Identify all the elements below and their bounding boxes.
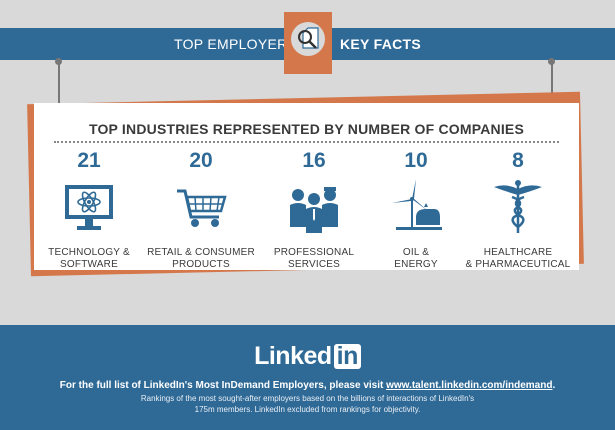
industry-healthcare: 8 HEALTHCARE & PHARMACEUTICAL: [458, 149, 578, 271]
linkedin-logo-text: Linked: [254, 342, 332, 370]
computer-atom-icon: [65, 185, 113, 230]
oil-energy-icon: [392, 179, 442, 230]
dotted-divider: [54, 141, 559, 143]
industry-label: PROFESSIONAL SERVICES: [273, 247, 355, 270]
linkedin-logo: Linked in: [0, 342, 615, 371]
top-right-nail: [548, 58, 555, 65]
linkedin-in-box: in: [333, 344, 361, 369]
industry-retail: 20 RETAIL & CONSUMER PRODUCTS: [141, 149, 261, 271]
industry-count: 8: [512, 149, 524, 172]
footer: Linked in For the full list of LinkedIn's…: [0, 325, 615, 430]
header-badge: [284, 12, 332, 74]
right-string: [551, 60, 553, 100]
top-left-nail: [55, 58, 62, 65]
industry-label: OIL & ENERGY: [394, 247, 438, 270]
industry-label: HEALTHCARE & PHARMACEUTICAL: [465, 247, 571, 270]
left-string: [58, 60, 60, 110]
industry-count: 20: [189, 149, 213, 172]
industry-count: 21: [77, 149, 101, 172]
industries-card: TOP INDUSTRIES REPRESENTED BY NUMBER OF …: [34, 103, 579, 270]
footer-note: Rankings of the most sought-after employ…: [140, 394, 475, 414]
industry-label: RETAIL & CONSUMER PRODUCTS: [147, 247, 255, 270]
shopping-cart-icon: [177, 189, 227, 227]
caduceus-icon: [494, 180, 542, 233]
magnifier-document-icon: [298, 27, 319, 49]
header-right-label: KEY FACTS: [340, 36, 422, 52]
talent-link[interactable]: www.talent.linkedin.com/indemand: [386, 380, 553, 391]
footer-cta: For the full list of LinkedIn's Most InD…: [0, 380, 615, 391]
footer-cta-text: For the full list of LinkedIn's Most InD…: [59, 380, 387, 391]
industry-count: 16: [302, 149, 326, 172]
industry-oil-energy: 10 OIL & ENERGY: [356, 149, 476, 271]
professionals-icon: [290, 187, 338, 233]
header-left-label: TOP EMPLOYER: [174, 36, 288, 52]
footer-cta-end: .: [552, 380, 556, 391]
industry-count: 10: [404, 149, 428, 172]
industry-technology: 21 TECHNOLOGY & SOFTWARE: [29, 149, 149, 271]
industry-professional: 16 PROFESSIONAL SERVICES: [254, 149, 374, 271]
card-title: TOP INDUSTRIES REPRESENTED BY NUMBER OF …: [88, 121, 525, 137]
industry-label: TECHNOLOGY & SOFTWARE: [48, 247, 130, 270]
